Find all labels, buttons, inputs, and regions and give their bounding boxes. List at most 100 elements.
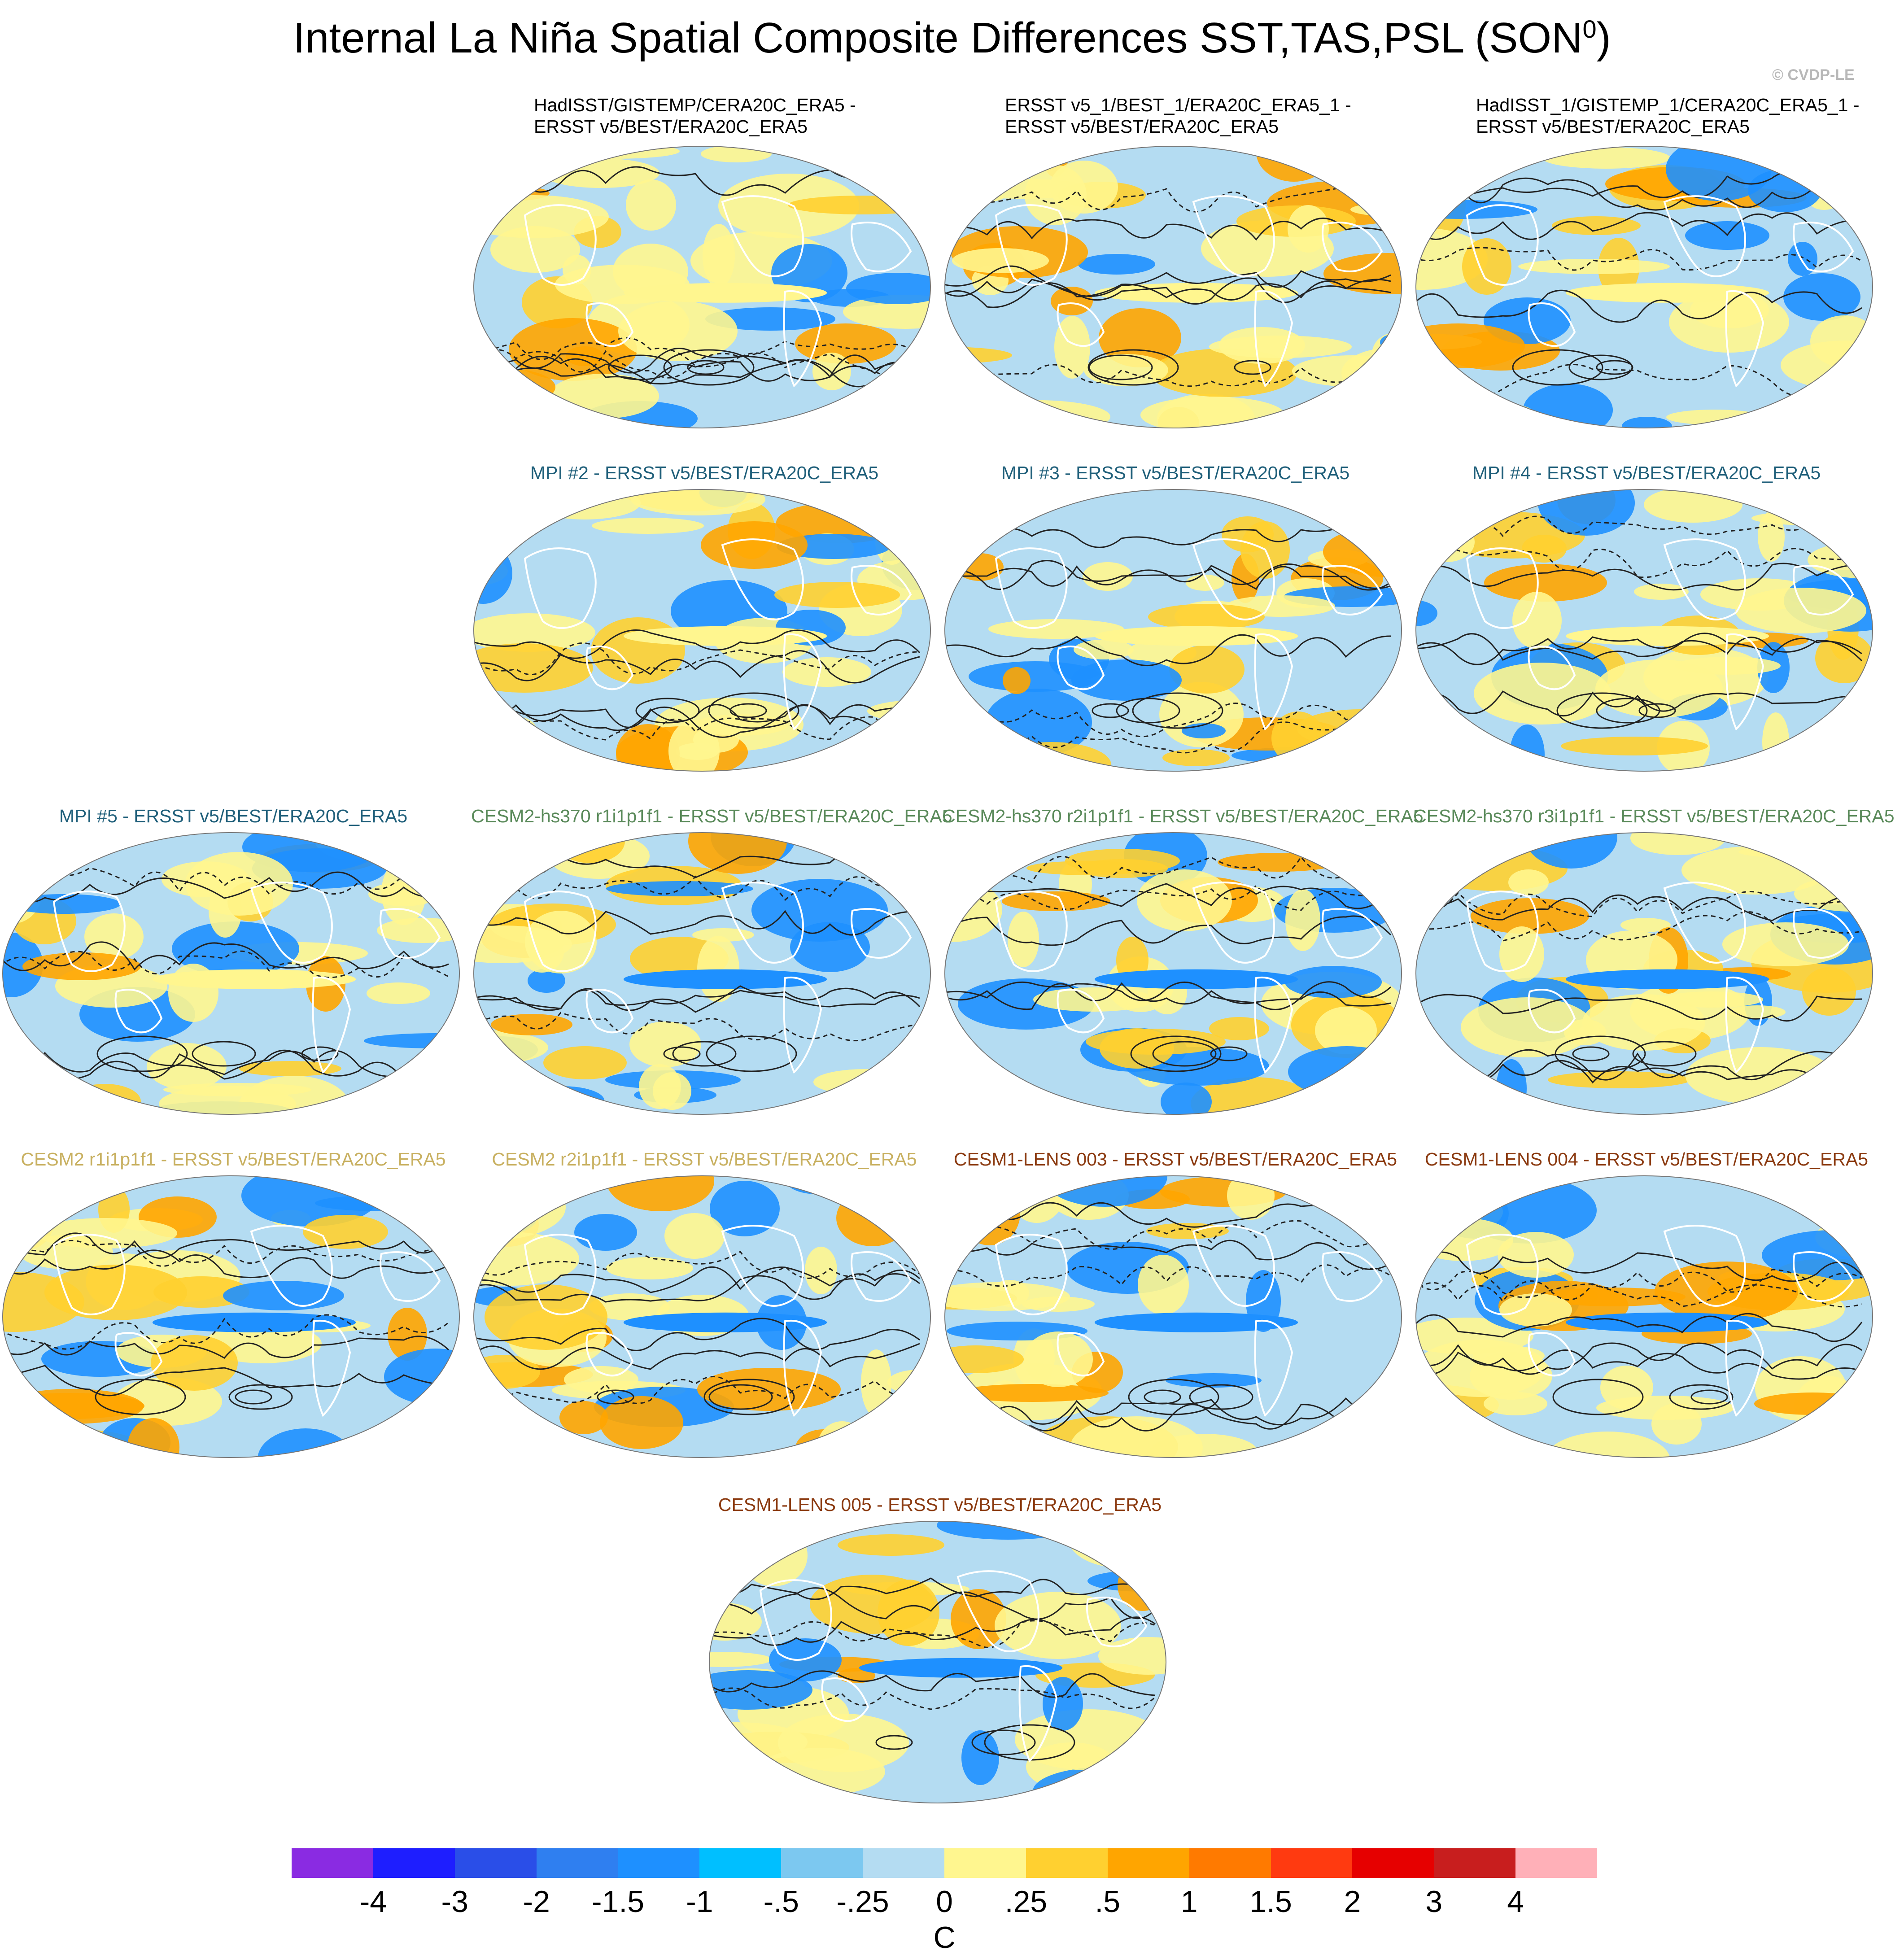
coastline	[1663, 195, 1746, 277]
map-outline	[473, 146, 931, 428]
psl-contour	[474, 359, 921, 388]
map-outline	[1415, 832, 1873, 1115]
psl-contour-ring	[663, 349, 755, 386]
robinson-map	[944, 832, 1402, 1115]
anomaly-patch	[1845, 365, 1873, 380]
anomaly-patch	[701, 521, 808, 569]
anomaly-patch	[626, 179, 676, 231]
anomaly-patch	[618, 301, 738, 361]
psl-contour	[945, 915, 1392, 946]
psl-contour	[945, 981, 1392, 1010]
psl-contour	[474, 987, 921, 1011]
psl-contour	[474, 166, 920, 196]
colorbar-swatch	[863, 1848, 944, 1878]
anomaly-patch	[705, 307, 835, 331]
anomaly-patch	[1008, 912, 1039, 967]
psl-contour	[945, 883, 1392, 909]
coastline	[312, 976, 351, 1074]
anomaly-patch	[961, 1730, 999, 1785]
colorbar-tick-label: -1	[686, 1885, 713, 1919]
map-outline	[944, 1175, 1402, 1458]
anomaly-patch	[1416, 414, 1483, 428]
psl-contour	[474, 704, 920, 738]
anomaly-patch	[381, 1419, 459, 1458]
anomaly-patch	[1741, 146, 1858, 157]
panel-title: CESM1-LENS 003 - ERSST v5/BEST/ERA20C_ER…	[953, 1149, 1397, 1170]
anomaly-patch	[1802, 967, 1856, 1016]
psl-contour	[1416, 633, 1862, 661]
anomaly-patch	[384, 1349, 459, 1405]
anomaly-patch	[1809, 1181, 1837, 1214]
coastline	[114, 1332, 163, 1377]
anomaly-patch	[1227, 1176, 1275, 1220]
equatorial-pacific-band	[1565, 283, 1769, 303]
anomaly-patch	[1161, 1083, 1212, 1114]
anomaly-patch	[1051, 287, 1093, 315]
psl-contour-ring	[708, 692, 799, 729]
coastline	[1057, 302, 1105, 347]
colorbar-tick-label: 4	[1507, 1885, 1524, 1919]
panel-title: CESM2-hs370 r3i1p1f1 - ERSST v5/BEST/ERA…	[1413, 806, 1895, 826]
anomaly-patch	[945, 1406, 1013, 1458]
panel-title: CESM1-LENS 005 - ERSST v5/BEST/ERA20C_ER…	[718, 1494, 1162, 1515]
anomaly-patch	[843, 295, 930, 329]
colorbar-swatch	[618, 1848, 700, 1878]
psl-contour-ring	[1152, 1041, 1217, 1067]
psl-contour-ring	[672, 1041, 737, 1067]
psl-contour-ring	[235, 1389, 272, 1405]
psl-contour	[474, 349, 921, 379]
psl-contour	[945, 359, 1392, 387]
psl-contour	[709, 1577, 1156, 1600]
anomaly-patch	[362, 1179, 459, 1193]
anomaly-patch	[1070, 1416, 1203, 1458]
psl-contour	[474, 1012, 920, 1042]
psl-contour	[474, 650, 920, 684]
psl-contour	[474, 348, 920, 378]
coastline	[585, 989, 634, 1034]
psl-contour	[474, 1343, 920, 1370]
anomaly-patch	[1288, 205, 1329, 253]
anomaly-patch	[474, 366, 510, 424]
coastline	[721, 195, 804, 277]
anomaly-patch	[956, 1384, 1109, 1402]
anomaly-patch	[751, 879, 888, 942]
psl-contour	[1416, 690, 1862, 717]
anomaly-patch	[959, 1182, 1020, 1245]
map-outline	[473, 489, 931, 772]
psl-contour	[709, 1587, 1156, 1620]
colorbar-swatch	[373, 1848, 455, 1878]
anomaly-patch	[489, 401, 565, 424]
map-outline	[944, 832, 1402, 1115]
coastline	[52, 1234, 126, 1315]
coastline	[851, 1251, 912, 1302]
anomaly-patch	[864, 390, 900, 425]
psl-contour	[474, 1318, 920, 1351]
anomaly-patch	[1166, 1373, 1262, 1388]
colorbar-swatch	[536, 1848, 618, 1878]
anomaly-patch	[606, 881, 753, 896]
colorbar-tick-label: 3	[1425, 1885, 1443, 1919]
anomaly-patch	[697, 936, 739, 1002]
colorbar-swatch	[699, 1848, 782, 1878]
anomaly-patch	[1582, 994, 1705, 1051]
colorbar-swatch	[944, 1848, 1026, 1878]
coastline	[380, 1251, 441, 1302]
psl-contour	[474, 716, 920, 741]
coastline	[1018, 1665, 1058, 1763]
anomaly-patch	[692, 928, 754, 942]
anomaly-patch	[1666, 410, 1763, 425]
coastline	[250, 1225, 333, 1307]
anomaly-patch	[1162, 749, 1230, 766]
psl-contour	[1416, 289, 1862, 323]
anomaly-patch	[429, 874, 459, 888]
coastline	[1725, 633, 1764, 731]
panel-title: CESM1-LENS 004 - ERSST v5/BEST/ERA20C_ER…	[1424, 1149, 1869, 1170]
psl-contour	[945, 277, 1391, 305]
anomaly-patch	[490, 226, 580, 273]
psl-contour	[474, 1266, 920, 1293]
panel-title: CESM2 r1i1p1f1 - ERSST v5/BEST/ERA20C_ER…	[21, 1149, 446, 1170]
anomaly-patch	[1022, 1296, 1095, 1312]
coastline	[1322, 1251, 1383, 1302]
anomaly-patch	[1644, 489, 1742, 523]
coastline	[1466, 204, 1539, 286]
